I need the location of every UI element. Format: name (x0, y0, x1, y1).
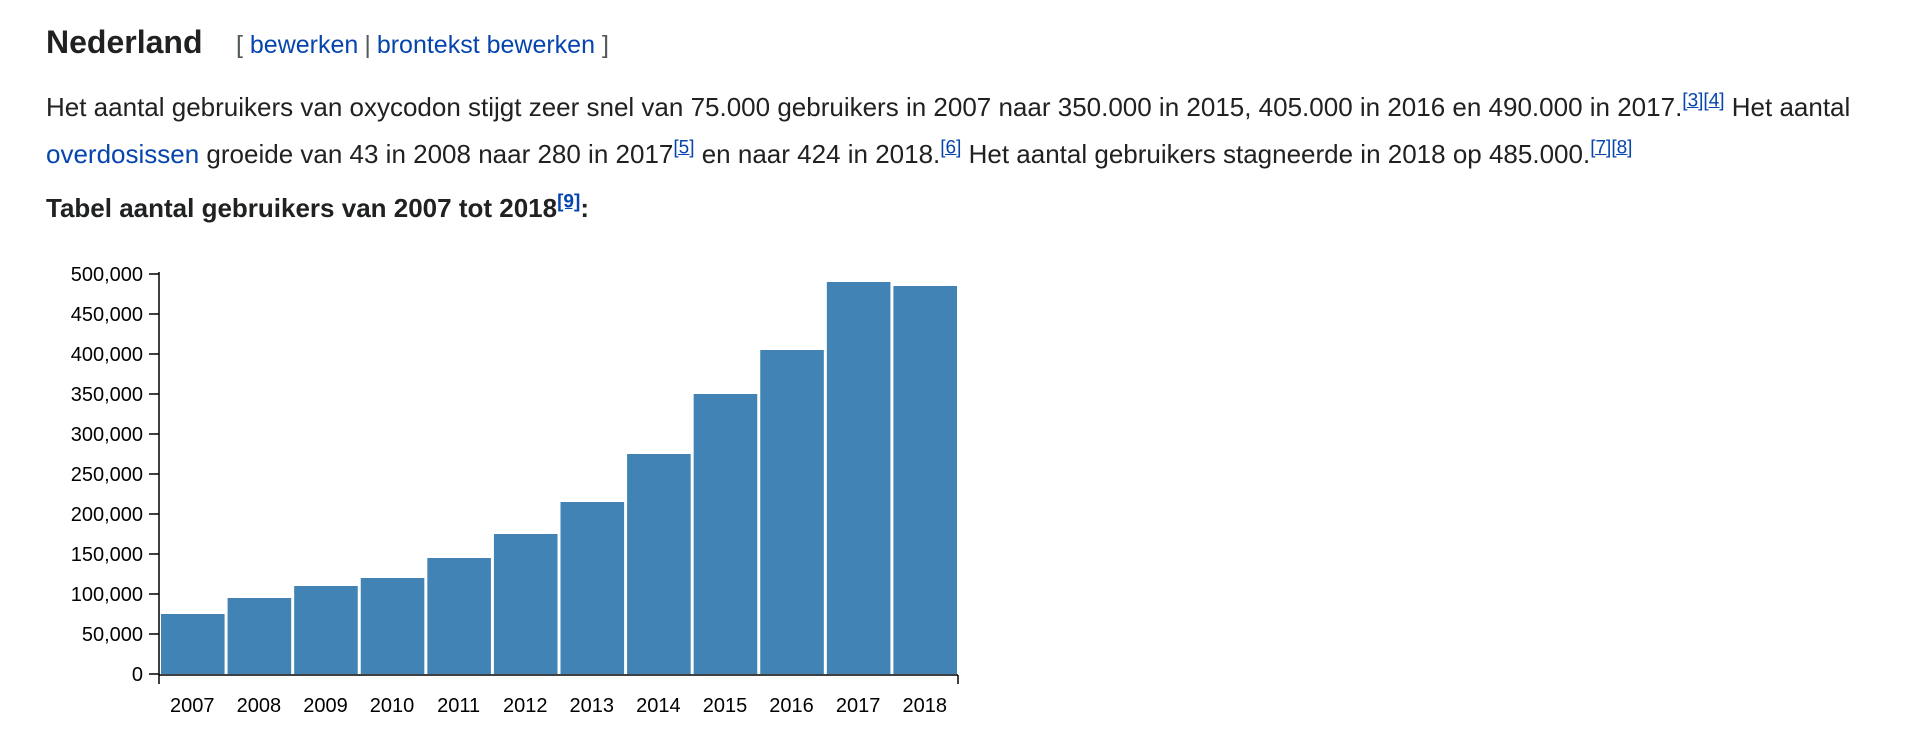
caption-colon: : (580, 193, 589, 223)
edit-bracket-open: [ (236, 31, 243, 59)
bar-2011 (427, 558, 491, 674)
edit-section-links: [ bewerken | brontekst bewerken ] (236, 30, 609, 60)
edit-bracket-close: ] (601, 31, 609, 59)
x-tick-label: 2016 (769, 695, 814, 717)
bar-2010 (360, 578, 425, 674)
section-heading-text: Nederland (46, 24, 203, 60)
reference-9[interactable]: [9] (557, 191, 581, 213)
y-tick-label: 200,000 (71, 504, 143, 526)
body-paragraph: Het aantal gebruikers van oxycodon stijg… (46, 84, 1916, 178)
edit-separator: | (364, 31, 371, 59)
bar-2014 (627, 454, 691, 674)
reference-4[interactable]: [4] (1703, 90, 1725, 112)
bar-2018 (893, 286, 957, 674)
section-heading: Nederland (46, 22, 202, 62)
bar-2017 (826, 282, 891, 674)
y-tick-label: 250,000 (71, 464, 143, 486)
y-tick-label: 500,000 (71, 264, 143, 286)
y-tick-label: 100,000 (71, 584, 143, 606)
x-tick-label: 2012 (503, 695, 548, 717)
bar-2007 (161, 614, 225, 674)
source-edit-link[interactable]: brontekst bewerken (376, 31, 595, 59)
x-tick-label: 2009 (303, 695, 348, 717)
x-tick-label: 2010 (370, 695, 415, 717)
reference-7[interactable]: [7] (1590, 137, 1612, 159)
paragraph-sentence-1: Het aantal gebruikers van oxycodon stijg… (46, 92, 1683, 122)
caption-text: Tabel aantal gebruikers van 2007 tot 201… (46, 193, 558, 223)
bar-2008 (227, 598, 292, 674)
reference-5[interactable]: [5] (673, 137, 695, 159)
reference-6[interactable]: [6] (940, 137, 962, 159)
bar-2013 (560, 502, 625, 674)
x-tick-label: 2017 (836, 695, 881, 717)
overdoses-link[interactable]: overdosissen (46, 139, 200, 169)
bar-2009 (294, 586, 358, 674)
x-tick-label: 2014 (636, 695, 681, 717)
y-tick-label: 400,000 (71, 344, 143, 366)
y-tick-label: 50,000 (82, 624, 143, 646)
reference-3[interactable]: [3] (1682, 90, 1704, 112)
table-caption: Tabel aantal gebruikers van 2007 tot 201… (46, 188, 589, 228)
y-tick-label: 350,000 (71, 384, 143, 406)
x-tick-label: 2007 (170, 695, 215, 717)
x-tick-label: 2018 (902, 695, 947, 717)
y-tick-label: 0 (132, 664, 143, 686)
bar-2016 (760, 350, 824, 674)
x-tick-label: 2011 (437, 695, 480, 717)
y-tick-label: 450,000 (71, 304, 143, 326)
bar-2015 (693, 394, 758, 674)
x-tick-label: 2015 (703, 695, 748, 717)
y-tick-label: 300,000 (71, 424, 143, 446)
paragraph-sentence-3: Het aantal gebruikers stagneerde in 2018… (961, 139, 1591, 169)
x-tick-label: 2008 (237, 695, 282, 717)
x-tick-label: 2013 (570, 695, 615, 717)
paragraph-sentence-2b: groeide van 43 in 2008 naar 280 in 2017 (199, 139, 674, 169)
bar-2012 (493, 534, 558, 674)
paragraph-sentence-2a: Het aantal (1724, 92, 1851, 122)
edit-link[interactable]: bewerken (249, 31, 359, 59)
y-tick-label: 150,000 (71, 544, 143, 566)
reference-8[interactable]: [8] (1611, 137, 1633, 159)
paragraph-sentence-2c: en naar 424 in 2018. (694, 139, 941, 169)
